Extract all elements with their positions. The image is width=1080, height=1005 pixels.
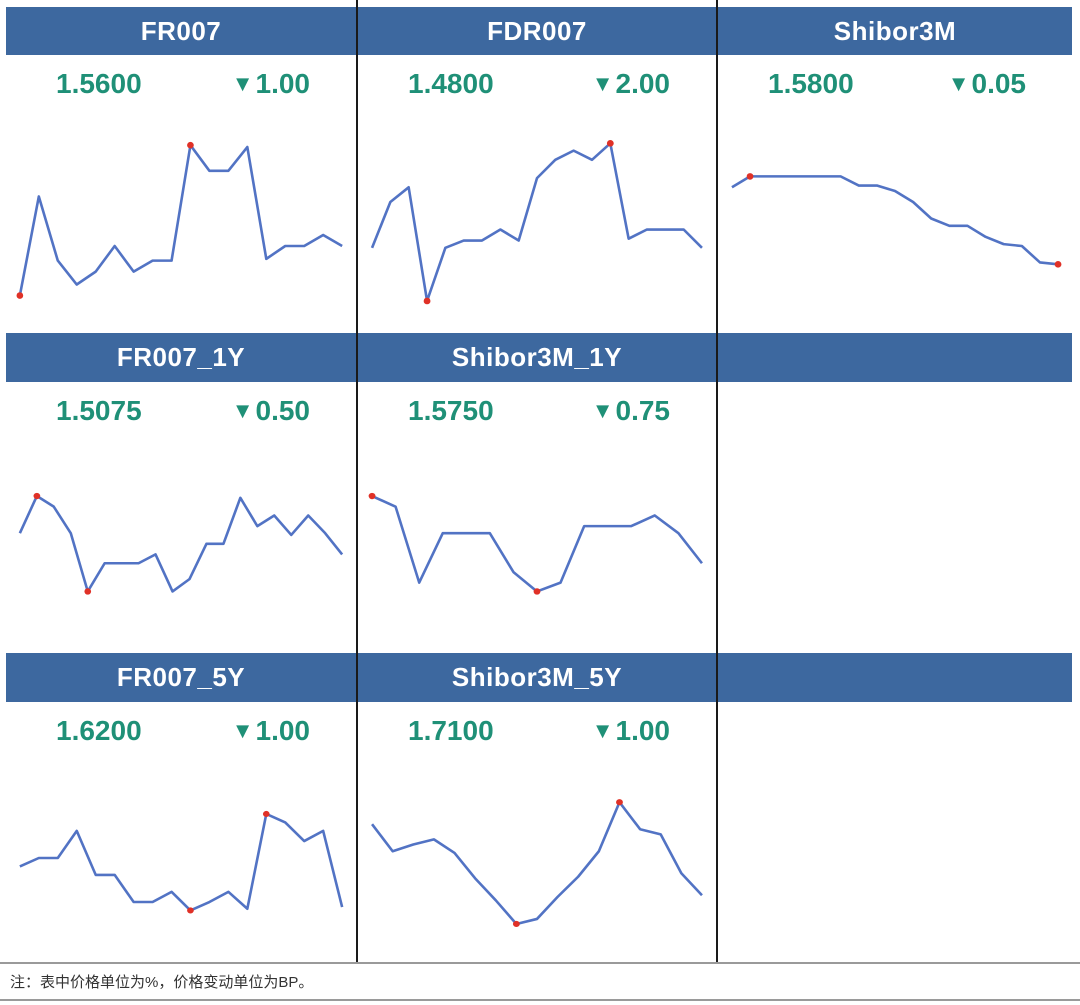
- max-marker: [616, 799, 623, 806]
- change-value: 1.00: [255, 715, 311, 746]
- change-badge: ▼ 1.00: [592, 715, 670, 747]
- sparkline-chart: [16, 141, 350, 299]
- sparkline-area: [358, 440, 716, 650]
- change-value: 0.75: [615, 395, 671, 426]
- panel-header: FR007_5Y: [6, 653, 356, 702]
- sparkline-area: [358, 760, 716, 962]
- min-marker: [423, 297, 431, 305]
- down-triangle-icon: ▼: [591, 71, 614, 96]
- panel-values: 1.6200 ▼ 1.00: [6, 702, 356, 760]
- panel-header: Shibor3M_1Y: [358, 333, 716, 382]
- change-badge: ▼ 0.75: [592, 395, 670, 427]
- indicator-grid: FR007 1.5600 ▼ 1.00 FDR007 1.4800 ▼ 2.00: [6, 0, 1072, 962]
- max-marker: [187, 141, 194, 149]
- min-marker: [84, 588, 92, 595]
- sparkline-chart: [12, 492, 350, 595]
- empty-panel: [718, 330, 1072, 650]
- max-marker: [746, 173, 754, 180]
- panel-header: FR007: [6, 7, 356, 55]
- indicator-panel: FDR007 1.4800 ▼ 2.00: [358, 0, 718, 330]
- last-price: 1.7100: [408, 715, 494, 746]
- indicator-panel: Shibor3M 1.5800 ▼ 0.05: [718, 0, 1072, 330]
- sparkline: [20, 145, 342, 295]
- panel-values: 1.5800 ▼ 0.05: [718, 55, 1072, 113]
- indicator-panel: Shibor3M_1Y 1.5750 ▼ 0.75: [358, 330, 718, 650]
- panel-values: 1.5600 ▼ 1.00: [6, 55, 356, 113]
- panel-values: 1.4800 ▼ 2.00: [358, 55, 716, 113]
- min-marker: [187, 907, 194, 914]
- last-price: 1.6200: [56, 715, 142, 746]
- change-badge: ▼ 1.00: [232, 68, 310, 100]
- change-badge: ▼ 0.50: [232, 395, 310, 427]
- sparkline-area: [6, 113, 356, 330]
- panel-header: FDR007: [358, 7, 716, 55]
- panel-title: Shibor3M: [833, 15, 957, 46]
- change-value: 1.00: [255, 68, 311, 99]
- change-value: 1.00: [615, 715, 671, 746]
- down-triangle-icon: ▼: [947, 71, 970, 96]
- indicator-panel: FR007 1.5600 ▼ 1.00: [6, 0, 358, 330]
- panel-header: FR007_1Y: [6, 333, 356, 382]
- footnote: 注：表中价格单位为%，价格变动单位为BP。: [0, 962, 1080, 1001]
- change-value: 2.00: [615, 68, 671, 99]
- panel-values: 1.5750 ▼ 0.75: [358, 382, 716, 440]
- panel-title: FR007_1Y: [116, 342, 246, 372]
- sparkline-chart: [724, 173, 1062, 268]
- sparkline-area: [358, 113, 716, 330]
- change-badge: ▼ 1.00: [232, 715, 310, 747]
- max-marker: [606, 140, 614, 147]
- indicator-panel: Shibor3M_5Y 1.7100 ▼ 1.00: [358, 650, 718, 962]
- panel-header: Shibor3M_5Y: [358, 653, 716, 702]
- change-badge: ▼ 0.05: [948, 68, 1026, 100]
- sparkline: [20, 496, 342, 591]
- sparkline-chart: [364, 799, 710, 928]
- panel-header-empty: [718, 653, 1072, 702]
- change-value: 0.50: [255, 395, 311, 426]
- sparkline-chart: [364, 140, 710, 305]
- sparkline-chart: [368, 492, 710, 595]
- last-price: 1.5600: [56, 68, 142, 99]
- change-badge: ▼ 2.00: [592, 68, 670, 100]
- sparkline-chart: [12, 810, 350, 914]
- down-triangle-icon: ▼: [591, 398, 614, 423]
- max-marker: [33, 492, 41, 500]
- min-marker: [16, 292, 24, 299]
- down-triangle-icon: ▼: [231, 718, 254, 743]
- sparkline-area: [6, 760, 356, 962]
- down-triangle-icon: ▼: [231, 398, 254, 423]
- panel-values: 1.7100 ▼ 1.00: [358, 702, 716, 760]
- panel-values: 1.5075 ▼ 0.50: [6, 382, 356, 440]
- sparkline-area: [6, 440, 356, 650]
- sparkline: [372, 496, 702, 591]
- panel-header: Shibor3M: [718, 7, 1072, 55]
- panel-title: FR007: [140, 15, 222, 46]
- sparkline: [372, 143, 702, 301]
- down-triangle-icon: ▼: [591, 718, 614, 743]
- min-marker: [1054, 261, 1062, 268]
- down-triangle-icon: ▼: [231, 71, 254, 96]
- change-value: 0.05: [971, 68, 1027, 99]
- panel-title: Shibor3M_1Y: [451, 342, 623, 372]
- last-price: 1.5750: [408, 395, 494, 426]
- max-marker: [368, 492, 376, 500]
- sparkline-area: [718, 113, 1072, 330]
- last-price: 1.5075: [56, 395, 142, 426]
- panel-title: FDR007: [487, 15, 587, 46]
- min-marker: [533, 588, 541, 595]
- min-marker: [512, 920, 520, 928]
- last-price: 1.5800: [768, 68, 854, 99]
- indicator-panel: FR007_5Y 1.6200 ▼ 1.00: [6, 650, 358, 962]
- panel-title: Shibor3M_5Y: [451, 662, 623, 692]
- max-marker: [262, 810, 270, 818]
- panel-header-empty: [718, 333, 1072, 382]
- last-price: 1.4800: [408, 68, 494, 99]
- sparkline: [20, 814, 342, 910]
- sparkline: [732, 176, 1058, 264]
- sparkline: [372, 802, 702, 924]
- panel-title: FR007_5Y: [116, 662, 246, 692]
- indicator-panel: FR007_1Y 1.5075 ▼ 0.50: [6, 330, 358, 650]
- empty-panel: [718, 650, 1072, 962]
